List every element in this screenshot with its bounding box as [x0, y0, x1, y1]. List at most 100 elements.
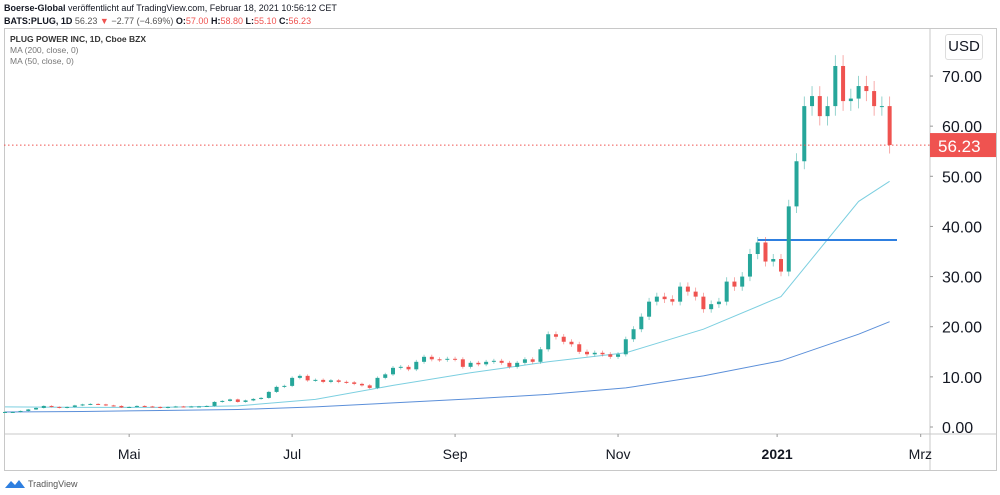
candle-body — [406, 366, 411, 370]
candle-body — [662, 296, 667, 300]
candle-body — [623, 339, 628, 355]
candle-body — [616, 354, 621, 357]
candle-body — [639, 316, 644, 330]
candle-body — [3, 411, 7, 413]
candle-body — [243, 400, 248, 402]
candle-body — [142, 405, 147, 407]
candle-body — [391, 367, 395, 375]
candle-body — [65, 406, 70, 408]
candle-body — [786, 206, 791, 272]
candle-body — [848, 98, 853, 102]
candle-body — [872, 91, 877, 107]
y-tick-label: 20.00 — [942, 320, 982, 337]
x-tick-label: Sep — [443, 446, 468, 462]
ma200-line — [4, 321, 890, 413]
candle-body — [134, 405, 139, 407]
candle-body — [833, 65, 838, 107]
candle-body — [10, 411, 15, 413]
y-tick-label: 40.00 — [942, 219, 982, 236]
candle-body — [398, 366, 403, 368]
candle-body — [585, 351, 589, 355]
footer-brand[interactable]: TradingView — [28, 478, 78, 489]
candle-body — [266, 391, 271, 398]
y-tick-label: 0.00 — [942, 420, 973, 437]
candle-body — [879, 106, 884, 108]
candle-body — [189, 406, 194, 408]
candle-body — [127, 406, 132, 408]
candle-body — [810, 96, 815, 107]
footer: TradingView — [5, 478, 78, 489]
candle-body — [305, 375, 310, 381]
candle-body — [569, 341, 574, 345]
candle-body — [507, 362, 512, 367]
x-tick-label: 2021 — [762, 446, 793, 462]
candle-body — [678, 286, 683, 302]
high-value: 58.80 — [220, 16, 243, 26]
candle-body — [26, 409, 31, 411]
candle-body — [181, 406, 186, 408]
candle-body — [290, 377, 295, 386]
candle-body — [235, 399, 240, 402]
open-label: O: — [175, 16, 186, 26]
close-label: C: — [279, 16, 289, 26]
candle-body — [158, 406, 163, 408]
currency-button[interactable]: USD — [945, 34, 983, 60]
low-value: 55.10 — [254, 16, 277, 26]
candle-body — [693, 291, 698, 297]
candle-body — [825, 106, 830, 117]
legend-title: PLUG POWER INC, 1D, Cboe BZX — [10, 34, 147, 44]
candle-body — [383, 374, 388, 378]
x-tick-label: Jul — [283, 446, 301, 462]
candle-body — [747, 254, 752, 277]
candle-body — [600, 352, 605, 355]
candle-body — [274, 386, 279, 392]
candle-body — [709, 304, 714, 310]
candle-body — [491, 360, 496, 362]
candle-body — [453, 358, 458, 360]
candle-body — [41, 405, 46, 408]
candle-body — [328, 380, 333, 382]
candle-body — [670, 299, 675, 302]
candle-body — [476, 362, 481, 365]
candle-body — [204, 405, 209, 407]
candle-body — [251, 398, 256, 401]
candle-body — [445, 358, 450, 360]
candle-body — [499, 360, 504, 363]
candle-body — [561, 336, 566, 342]
candle-body — [608, 354, 613, 357]
candle-body — [841, 65, 846, 102]
published-text: veröffentlicht auf TradingView.com, Febr… — [68, 3, 337, 13]
publish-info: Boerse-Global veröffentlicht auf Trading… — [4, 3, 337, 13]
candle-body — [375, 377, 380, 388]
candle-body — [724, 281, 729, 302]
candle-body — [18, 410, 23, 412]
candle-body — [34, 407, 39, 410]
candle-body — [422, 356, 427, 362]
candle-body — [49, 405, 54, 407]
candle-body — [468, 362, 473, 367]
legend-ma50[interactable]: MA (50, close, 0) — [10, 56, 74, 66]
candle-body — [259, 397, 264, 399]
candle-body — [530, 359, 535, 362]
candle-body — [460, 359, 465, 367]
candle-body — [864, 86, 869, 92]
candle-body — [297, 375, 302, 378]
candle-body — [80, 404, 85, 406]
candle-body — [817, 96, 822, 117]
high-label: H: — [210, 16, 221, 26]
candle-body — [647, 301, 652, 317]
candle-body — [802, 106, 807, 162]
y-tick-label: 30.00 — [942, 270, 982, 287]
open-value: 57.00 — [185, 16, 209, 26]
candle-body — [887, 106, 892, 146]
candle-body — [313, 379, 318, 381]
candle-body — [197, 406, 201, 408]
candle-body — [173, 406, 178, 408]
candle-body — [165, 406, 170, 408]
candle-body — [522, 359, 527, 363]
legend-ma200[interactable]: MA (200, close, 0) — [10, 45, 79, 55]
author[interactable]: Boerse-Global — [4, 3, 66, 13]
symbol-info: BATS:PLUG, 1D 56.23 ▼ −2.77 (−4.69%) O:5… — [4, 16, 311, 26]
candle-body — [538, 349, 543, 362]
